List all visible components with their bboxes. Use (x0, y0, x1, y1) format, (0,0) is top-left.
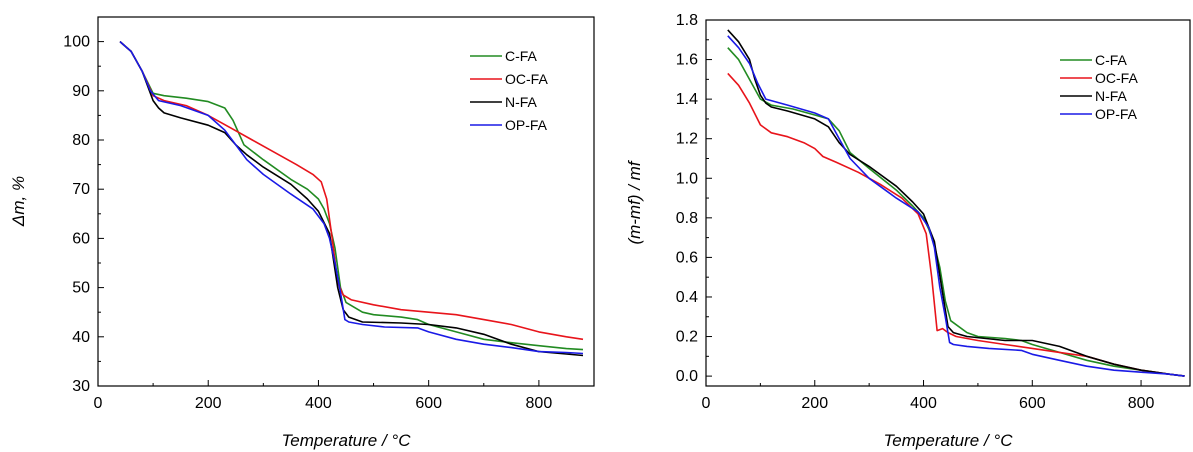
legend-label-c-fa: C-FA (505, 48, 538, 64)
y-tick-label: 1.4 (676, 91, 698, 108)
series-line-c-fa (119, 41, 584, 351)
series-line-n-fa (727, 29, 1185, 377)
right-tick-labels: 0 200 400 600 800 0.0 0.2 0.4 0.6 0.8 1.0 1.2 1.4 1.6… (676, 12, 1155, 412)
x-tick-label: 600 (415, 395, 442, 412)
left-tick-labels: 0 200 400 600 800 30 40 50 60 70 80 90 100 (63, 34, 552, 412)
y-tick-label: 50 (72, 280, 90, 297)
x-tick-label: 200 (195, 395, 222, 412)
x-tick-label: 0 (94, 395, 103, 412)
legend-label-oc-fa: OC-FA (505, 71, 548, 87)
y-tick-label: 0.0 (676, 368, 698, 385)
x-tick-label: 800 (526, 395, 553, 412)
chart-right: 0 200 400 600 800 0.0 0.2 0.4 0.6 0.8 1.0 1.2 1.4 1.6… (625, 12, 1191, 450)
right-plot-frame (705, 19, 1191, 387)
left-legend: C-FA OC-FA N-FA OP-FA (470, 48, 548, 133)
series-line-oc-fa (119, 41, 584, 341)
y-tick-label: 60 (72, 230, 90, 247)
y-tick-label: 1.6 (676, 52, 698, 69)
right-ticks (705, 19, 1142, 386)
y-tick-label: 30 (72, 378, 90, 395)
y-tick-label: 1.2 (676, 131, 698, 148)
y-tick-label: 1.0 (676, 170, 698, 187)
left-y-axis-title: Δm, % (9, 176, 28, 227)
y-tick-label: 0.8 (676, 210, 698, 227)
y-tick-label: 70 (72, 181, 90, 198)
legend-label-oc-fa: OC-FA (1095, 70, 1138, 86)
y-tick-label: 80 (72, 132, 90, 149)
series-line-op-fa (119, 41, 584, 355)
right-y-axis-title: (m-mf) / mf (625, 159, 644, 244)
right-legend: C-FA OC-FA N-FA OP-FA (1060, 52, 1138, 122)
series-line-oc-fa (727, 72, 1185, 377)
left-x-axis-title: Temperature / °C (281, 431, 411, 450)
x-tick-label: 400 (910, 395, 937, 412)
x-tick-label: 200 (801, 395, 828, 412)
left-ticks (97, 41, 540, 387)
y-tick-label: 0.2 (676, 329, 698, 346)
legend-label-op-fa: OP-FA (1095, 106, 1138, 122)
right-x-axis-title: Temperature / °C (883, 431, 1013, 450)
right-series (727, 29, 1185, 377)
y-tick-label: 1.8 (676, 12, 698, 29)
left-plot-frame (97, 16, 595, 387)
y-tick-label: 0.6 (676, 249, 698, 266)
chart-left: 0 200 400 600 800 30 40 50 60 70 80 90 100 Temperatu… (9, 16, 595, 450)
x-tick-label: 0 (702, 395, 711, 412)
x-tick-label: 800 (1128, 395, 1155, 412)
y-tick-label: 40 (72, 329, 90, 346)
legend-label-n-fa: N-FA (505, 94, 538, 110)
x-tick-label: 600 (1019, 395, 1046, 412)
series-line-n-fa (119, 41, 584, 357)
y-tick-label: 100 (63, 34, 90, 51)
y-tick-label: 90 (72, 83, 90, 100)
legend-label-op-fa: OP-FA (505, 117, 548, 133)
y-tick-label: 0.4 (676, 289, 698, 306)
legend-label-c-fa: C-FA (1095, 52, 1128, 68)
legend-label-n-fa: N-FA (1095, 88, 1128, 104)
x-tick-label: 400 (305, 395, 332, 412)
series-line-op-fa (727, 35, 1185, 377)
left-series (119, 41, 584, 357)
